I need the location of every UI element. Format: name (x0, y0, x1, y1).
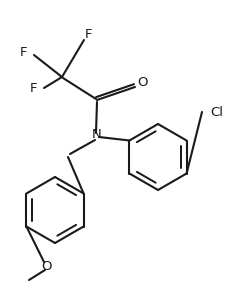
Text: F: F (20, 45, 27, 59)
Text: O: O (137, 76, 147, 88)
Text: F: F (84, 27, 92, 41)
Text: F: F (29, 81, 37, 95)
Text: N: N (92, 128, 102, 142)
Text: Cl: Cl (210, 106, 223, 119)
Text: O: O (42, 260, 52, 274)
